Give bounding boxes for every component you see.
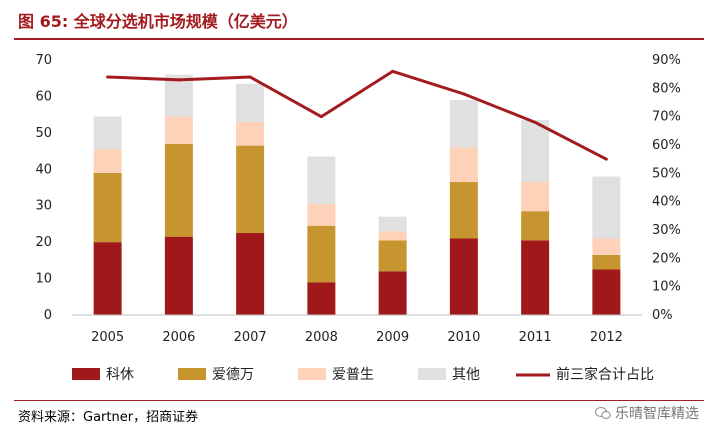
share-point <box>106 75 110 79</box>
bar-segment <box>449 182 478 239</box>
bar-segment <box>378 216 407 232</box>
legend-label: 爱普生 <box>332 367 374 383</box>
source-note: 资料来源：Gartner，招商证券 <box>18 410 199 425</box>
bar-segment <box>449 100 478 148</box>
bar-segment <box>307 282 336 315</box>
bar-segment <box>93 242 122 315</box>
bar-segment <box>521 211 550 241</box>
share-line-path <box>107 69 608 161</box>
share-point <box>533 120 537 124</box>
right-tick-label: 0% <box>652 308 673 323</box>
right-tick-label: 30% <box>652 223 681 238</box>
watermark: 乐晴智库精选 <box>595 403 699 423</box>
figure-title: 图 65: 全球分选机市场规模（亿美元） <box>18 12 298 31</box>
left-tick-label: 40 <box>35 162 52 177</box>
bars <box>93 74 621 315</box>
legend-label: 科休 <box>106 367 134 383</box>
bar-segment <box>592 238 621 255</box>
right-tick-label: 70% <box>652 110 681 125</box>
bar-segment <box>521 240 550 315</box>
wechat-icon <box>595 406 611 420</box>
bar-segment <box>164 236 193 315</box>
legend-label: 其他 <box>452 367 480 383</box>
bar-segment <box>236 145 265 234</box>
x-tick-label: 2008 <box>305 330 338 345</box>
legend-swatch <box>178 368 206 380</box>
legend-swatch <box>418 368 446 380</box>
left-tick-label: 20 <box>35 235 52 250</box>
bar-segment <box>378 271 407 315</box>
x-tick-label: 2011 <box>519 330 552 345</box>
x-tick-label: 2012 <box>590 330 623 345</box>
right-tick-label: 60% <box>652 138 681 153</box>
title-rule <box>14 38 704 40</box>
right-tick-label: 50% <box>652 166 681 181</box>
bottom-rule <box>14 400 704 401</box>
bar-segment <box>592 176 621 239</box>
share-point <box>462 92 466 96</box>
left-tick-label: 60 <box>35 89 52 104</box>
right-tick-label: 20% <box>652 251 681 266</box>
bar-segment <box>378 231 407 241</box>
right-axis: 0% 10% 20% 30% 40% 50% 60% 70% 80% 90% <box>652 53 681 323</box>
bar-segment <box>307 225 336 283</box>
share-point <box>177 78 181 82</box>
bar-segment <box>307 203 336 226</box>
bar-segment <box>592 254 621 270</box>
right-tick-label: 40% <box>652 195 681 210</box>
left-axis: 0 10 20 30 40 50 60 70 <box>35 53 52 323</box>
right-tick-label: 10% <box>652 280 681 295</box>
left-tick-label: 30 <box>35 199 52 214</box>
bar-segment <box>164 74 193 117</box>
watermark-text: 乐晴智库精选 <box>615 406 699 422</box>
bar-segment <box>236 233 265 315</box>
bar-segment <box>307 156 336 204</box>
bar-segment <box>521 182 550 212</box>
share-point <box>604 157 608 161</box>
bar-segment <box>236 83 265 122</box>
left-tick-label: 0 <box>44 308 52 323</box>
bar-segment <box>164 116 193 144</box>
bar-segment <box>449 147 478 183</box>
bar-segment <box>164 143 193 237</box>
bar-segment <box>93 172 122 243</box>
stacked-bar-chart: 0 10 20 30 40 50 60 70 0% 10% 20% 30% 40% 50% 60% 70% 8… <box>35 53 681 383</box>
x-axis: 2005 2006 2007 2008 2009 2010 2011 2012 <box>72 314 642 345</box>
share-point <box>391 69 395 73</box>
legend-swatch <box>298 368 326 380</box>
x-tick-label: 2007 <box>234 330 267 345</box>
bar-segment <box>93 116 122 150</box>
bar-segment <box>521 120 550 183</box>
x-tick-label: 2009 <box>376 330 409 345</box>
bar-segment <box>378 240 407 272</box>
bar-segment <box>93 149 122 173</box>
x-tick-label: 2005 <box>91 330 124 345</box>
legend-label: 前三家合计占比 <box>556 366 654 383</box>
left-tick-label: 50 <box>35 126 52 141</box>
bar-segment <box>592 269 621 315</box>
x-tick-label: 2006 <box>162 330 195 345</box>
legend: 科休 爱德万 爱普生 其他 前三家合计占比 <box>72 366 654 383</box>
right-tick-label: 90% <box>652 53 681 68</box>
right-tick-label: 80% <box>652 81 681 96</box>
left-tick-label: 70 <box>35 53 52 68</box>
share-line <box>106 69 608 161</box>
share-point <box>319 115 323 119</box>
bar-segment <box>449 238 478 315</box>
left-tick-label: 10 <box>35 272 52 287</box>
legend-label: 爱德万 <box>212 367 254 383</box>
share-point <box>248 75 252 79</box>
x-tick-label: 2010 <box>447 330 480 345</box>
bar-segment <box>236 121 265 146</box>
legend-swatch <box>72 368 100 380</box>
